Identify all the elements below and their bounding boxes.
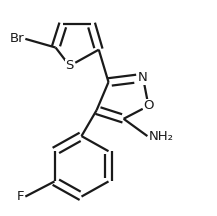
Text: NH₂: NH₂ [148,130,173,143]
Text: N: N [138,71,148,84]
Text: O: O [143,99,154,112]
Text: Br: Br [10,32,24,45]
Text: F: F [17,190,24,203]
Text: S: S [66,59,74,72]
